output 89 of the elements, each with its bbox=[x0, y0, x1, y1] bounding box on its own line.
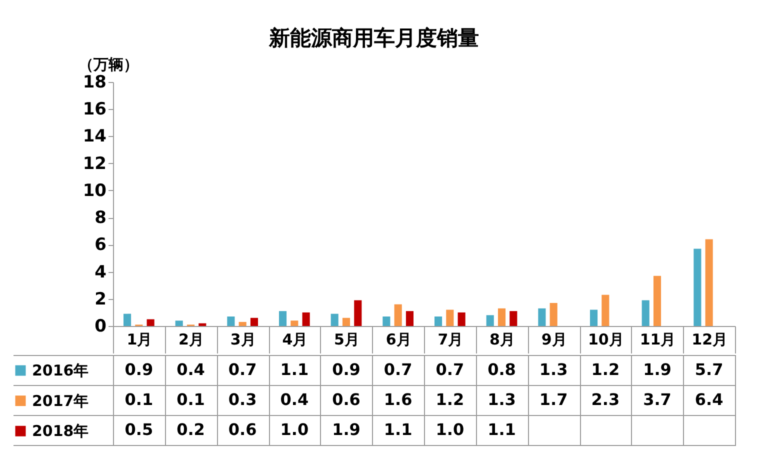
data-label: 1.0 bbox=[280, 420, 309, 439]
bar bbox=[434, 316, 442, 326]
data-label: 0.1 bbox=[176, 390, 205, 409]
data-label: 1.2 bbox=[591, 360, 620, 379]
bar bbox=[510, 311, 518, 326]
y-tick-label: 0 bbox=[94, 316, 107, 336]
bar bbox=[498, 308, 506, 326]
bar bbox=[550, 302, 558, 326]
x-tick-label: 8月 bbox=[490, 330, 515, 348]
x-tick-label: 5月 bbox=[334, 330, 360, 348]
data-label: 2.3 bbox=[591, 390, 620, 409]
x-tick-label: 10月 bbox=[588, 330, 624, 348]
data-label: 6.4 bbox=[694, 390, 724, 409]
bar bbox=[694, 248, 702, 326]
bar bbox=[302, 312, 310, 326]
data-label: 0.8 bbox=[488, 360, 516, 379]
x-tick-label: 7月 bbox=[438, 330, 464, 348]
y-tick-label: 16 bbox=[82, 100, 106, 120]
data-label: 0.5 bbox=[124, 420, 154, 439]
y-tick-label: 4 bbox=[94, 262, 107, 282]
y-tick-label: 8 bbox=[94, 208, 106, 228]
bar bbox=[250, 318, 258, 326]
bar bbox=[354, 300, 362, 326]
x-tick-label: 2月 bbox=[178, 330, 204, 348]
data-label: 1.9 bbox=[332, 420, 360, 439]
bar bbox=[406, 311, 414, 326]
legend-label: 2017年 bbox=[32, 392, 89, 410]
bar bbox=[227, 316, 235, 326]
bar bbox=[290, 320, 298, 326]
data-label: 0.6 bbox=[332, 390, 360, 409]
data-label: 5.7 bbox=[694, 360, 724, 379]
data-label: 1.3 bbox=[539, 360, 568, 379]
bar bbox=[175, 320, 183, 326]
y-tick-label: 6 bbox=[94, 235, 106, 256]
data-label: 0.1 bbox=[124, 390, 154, 409]
data-label: 1.6 bbox=[384, 390, 412, 409]
bar bbox=[458, 312, 466, 326]
data-label: 1.1 bbox=[384, 420, 412, 439]
chart-title: 新能源商用车月度销量 bbox=[268, 26, 479, 50]
bar bbox=[486, 315, 494, 326]
bar bbox=[590, 310, 598, 326]
bar bbox=[330, 314, 338, 326]
data-label: 0.7 bbox=[228, 360, 257, 379]
data-label: 1.1 bbox=[488, 420, 516, 439]
bar bbox=[123, 314, 132, 326]
data-label: 1.3 bbox=[488, 390, 516, 409]
data-label: 3.7 bbox=[643, 390, 672, 409]
x-tick-label: 1月 bbox=[126, 330, 152, 348]
data-label: 1.2 bbox=[436, 390, 464, 409]
x-tick-label: 12月 bbox=[692, 330, 728, 348]
bar bbox=[705, 239, 713, 326]
bar bbox=[198, 323, 206, 326]
x-tick-label: 4月 bbox=[282, 330, 308, 348]
data-label: 0.7 bbox=[384, 360, 412, 379]
bar bbox=[538, 308, 546, 326]
data-label: 0.9 bbox=[124, 360, 154, 379]
bar bbox=[642, 300, 650, 326]
x-tick-label: 9月 bbox=[541, 330, 567, 348]
legend-label: 2016年 bbox=[32, 362, 89, 380]
bar bbox=[382, 316, 390, 326]
y-tick-label: 10 bbox=[82, 180, 107, 201]
data-label: 0.2 bbox=[176, 420, 205, 439]
bar bbox=[342, 318, 350, 326]
y-tick-label: 12 bbox=[82, 154, 106, 174]
bar bbox=[653, 276, 662, 326]
y-tick-label: 14 bbox=[82, 126, 107, 147]
data-label: 1.1 bbox=[280, 360, 309, 379]
data-label: 0.4 bbox=[176, 360, 205, 379]
data-label: 1.7 bbox=[539, 390, 568, 409]
data-label: 0.6 bbox=[228, 420, 257, 439]
bar bbox=[602, 294, 610, 326]
y-tick-label: 2 bbox=[94, 289, 106, 310]
bar bbox=[146, 319, 154, 326]
y-tick-label: 18 bbox=[82, 72, 106, 92]
data-label: 1.0 bbox=[436, 420, 464, 439]
bar bbox=[238, 322, 246, 326]
x-tick-label: 3月 bbox=[230, 330, 256, 348]
x-tick-label: 6月 bbox=[386, 330, 412, 348]
y-axis-title: （万辆） bbox=[78, 56, 138, 74]
legend-label: 2018年 bbox=[32, 422, 89, 440]
bar bbox=[394, 304, 402, 326]
data-label: 0.7 bbox=[436, 360, 464, 379]
bar bbox=[278, 311, 287, 326]
data-label: 0.9 bbox=[332, 360, 360, 379]
bar bbox=[446, 310, 454, 326]
data-label: 1.9 bbox=[643, 360, 672, 379]
data-label: 0.4 bbox=[280, 390, 309, 409]
data-label: 0.3 bbox=[228, 390, 257, 409]
x-tick-label: 11月 bbox=[640, 330, 676, 348]
